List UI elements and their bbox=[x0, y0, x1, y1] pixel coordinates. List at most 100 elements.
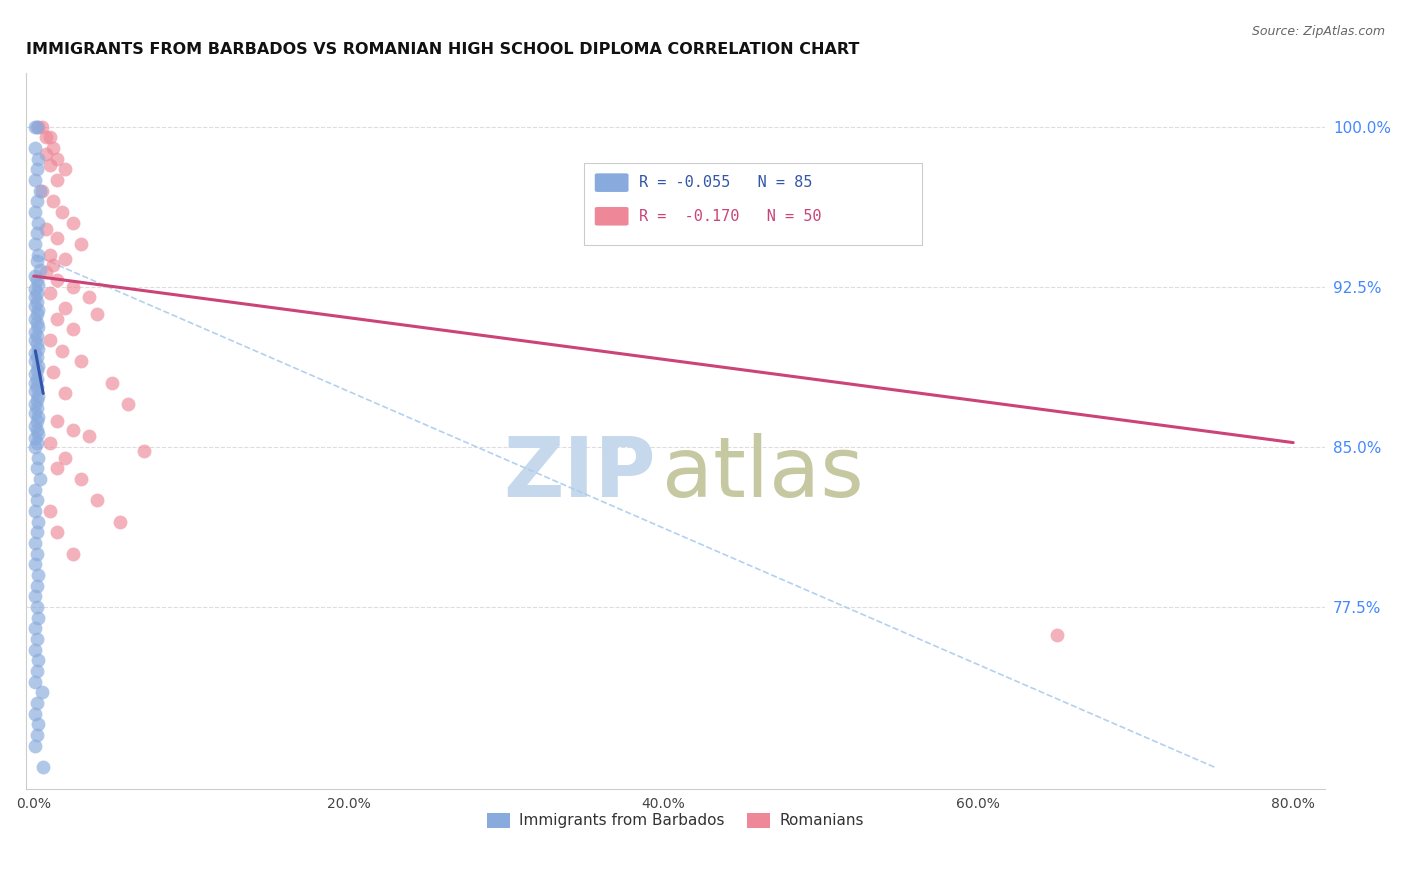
Point bbox=[1046, 628, 1069, 642]
Point bbox=[53, 162, 76, 177]
Point bbox=[46, 230, 69, 244]
Point bbox=[27, 409, 49, 424]
Text: R = -0.055   N = 85: R = -0.055 N = 85 bbox=[638, 175, 813, 190]
Point bbox=[25, 696, 48, 710]
Point bbox=[38, 286, 60, 301]
Point bbox=[24, 674, 46, 689]
Point bbox=[25, 337, 48, 351]
Point bbox=[46, 152, 69, 166]
Point bbox=[25, 547, 48, 561]
Point bbox=[27, 359, 49, 373]
Point bbox=[24, 173, 46, 187]
Point bbox=[27, 389, 49, 403]
Text: IMMIGRANTS FROM BARBADOS VS ROMANIAN HIGH SCHOOL DIPLOMA CORRELATION CHART: IMMIGRANTS FROM BARBADOS VS ROMANIAN HIG… bbox=[25, 42, 859, 57]
Point bbox=[25, 162, 48, 177]
Text: R =  -0.170   N = 50: R = -0.170 N = 50 bbox=[638, 209, 821, 224]
Point bbox=[24, 141, 46, 155]
FancyBboxPatch shape bbox=[585, 162, 922, 245]
Point bbox=[25, 392, 48, 407]
Point bbox=[24, 418, 46, 433]
Point bbox=[51, 343, 73, 358]
Point bbox=[25, 600, 48, 615]
Point bbox=[35, 265, 58, 279]
Point bbox=[25, 286, 48, 301]
Point bbox=[25, 120, 48, 134]
Point bbox=[27, 450, 49, 465]
Point bbox=[27, 515, 49, 529]
Point bbox=[24, 384, 46, 399]
Point bbox=[77, 429, 100, 443]
Point bbox=[27, 120, 49, 134]
Point bbox=[38, 435, 60, 450]
Legend: Immigrants from Barbados, Romanians: Immigrants from Barbados, Romanians bbox=[481, 806, 870, 835]
Point bbox=[27, 303, 49, 318]
Point bbox=[25, 493, 48, 508]
Point bbox=[24, 325, 46, 339]
Point bbox=[25, 329, 48, 343]
Point bbox=[24, 237, 46, 252]
Point bbox=[53, 252, 76, 266]
Point bbox=[35, 147, 58, 161]
Point bbox=[31, 685, 53, 699]
Text: atlas: atlas bbox=[662, 434, 865, 515]
Point bbox=[24, 368, 46, 382]
Point bbox=[27, 653, 49, 667]
Point bbox=[46, 525, 69, 540]
Point bbox=[25, 194, 48, 209]
Point bbox=[53, 386, 76, 401]
Point bbox=[38, 248, 60, 262]
Point bbox=[24, 346, 46, 360]
Point bbox=[24, 376, 46, 390]
Point bbox=[41, 259, 63, 273]
Point bbox=[28, 472, 51, 486]
Point bbox=[86, 308, 108, 322]
Point bbox=[35, 130, 58, 145]
Point bbox=[25, 294, 48, 309]
Point bbox=[27, 568, 49, 582]
Point bbox=[24, 290, 46, 304]
FancyBboxPatch shape bbox=[595, 207, 628, 226]
Point bbox=[24, 333, 46, 347]
Point bbox=[31, 120, 53, 134]
Text: Source: ZipAtlas.com: Source: ZipAtlas.com bbox=[1251, 25, 1385, 38]
Point bbox=[24, 299, 46, 313]
Point bbox=[24, 397, 46, 411]
Point bbox=[46, 414, 69, 428]
Point bbox=[62, 322, 84, 336]
Text: ZIP: ZIP bbox=[503, 434, 655, 515]
Point bbox=[27, 216, 49, 230]
Point bbox=[41, 365, 63, 379]
Point bbox=[38, 158, 60, 172]
Point bbox=[24, 406, 46, 420]
Point bbox=[27, 342, 49, 356]
Point bbox=[38, 504, 60, 518]
Point bbox=[32, 760, 55, 774]
Point bbox=[24, 642, 46, 657]
Point bbox=[46, 173, 69, 187]
Point bbox=[62, 423, 84, 437]
Point bbox=[24, 536, 46, 550]
Point bbox=[25, 632, 48, 646]
Point bbox=[86, 493, 108, 508]
Point bbox=[27, 152, 49, 166]
Point bbox=[25, 363, 48, 377]
Point bbox=[27, 717, 49, 731]
Point bbox=[24, 504, 46, 518]
Point bbox=[25, 423, 48, 437]
Point bbox=[25, 579, 48, 593]
Point bbox=[27, 248, 49, 262]
Point bbox=[46, 273, 69, 287]
Point bbox=[38, 130, 60, 145]
Point bbox=[132, 444, 155, 458]
Point bbox=[25, 664, 48, 678]
Point bbox=[77, 290, 100, 304]
Point bbox=[25, 414, 48, 428]
Point bbox=[25, 728, 48, 742]
Point bbox=[24, 282, 46, 296]
Point bbox=[24, 483, 46, 497]
Point bbox=[25, 350, 48, 364]
Point bbox=[41, 194, 63, 209]
Point bbox=[53, 450, 76, 465]
Point bbox=[25, 435, 48, 450]
Point bbox=[28, 184, 51, 198]
